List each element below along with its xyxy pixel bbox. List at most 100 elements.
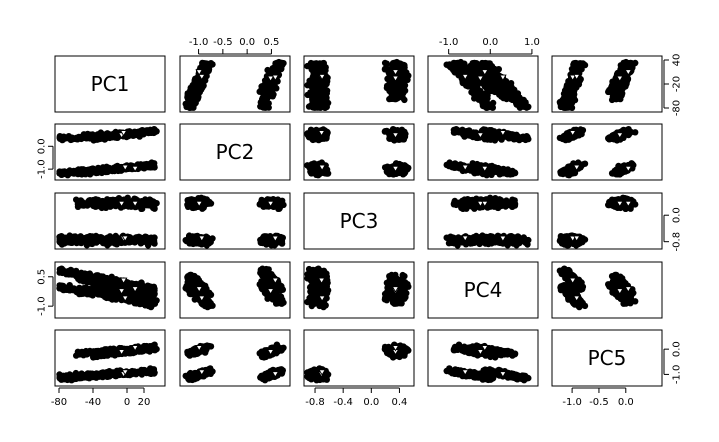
point-r2-c5 xyxy=(632,129,639,136)
point-r2-c1 xyxy=(145,162,152,170)
panel-frame-r2-c5 xyxy=(551,123,663,181)
point-r2-c1 xyxy=(56,133,64,140)
point-r1-c4 xyxy=(445,62,453,69)
marker-r1-c5 xyxy=(572,73,581,81)
point-r1-c3 xyxy=(381,59,389,67)
point-r1-c4 xyxy=(462,78,470,85)
point-r1-c3 xyxy=(316,61,323,69)
marker-r2-c3 xyxy=(391,165,400,173)
marker-r2-c1 xyxy=(131,165,139,173)
marker-r1-c3 xyxy=(391,75,400,82)
point-r1-c3 xyxy=(309,91,316,98)
panel-frame-r1-c3 xyxy=(303,55,415,113)
point-r2-c1 xyxy=(78,167,85,174)
point-r1-c3 xyxy=(321,104,329,112)
marker-r2-c3 xyxy=(318,164,326,172)
point-r2-c4 xyxy=(495,131,502,138)
point-r1-c3 xyxy=(308,62,315,69)
point-r1-c3 xyxy=(314,90,321,97)
point-r2-c1 xyxy=(150,127,157,134)
panel-points-r2-c3 xyxy=(304,126,412,179)
panel-points-r1-c5 xyxy=(556,58,639,112)
point-r1-c3 xyxy=(396,87,403,95)
point-r1-c2 xyxy=(261,94,269,102)
point-r1-c4 xyxy=(471,61,478,68)
point-r2-c4 xyxy=(487,128,495,135)
point-r1-c5 xyxy=(564,89,571,97)
point-r1-c3 xyxy=(321,89,328,97)
point-r1-c5 xyxy=(571,68,578,75)
marker-r1-c2 xyxy=(271,74,280,82)
point-r2-c5 xyxy=(607,134,614,142)
point-r1-c3 xyxy=(310,100,317,107)
point-r2-c4 xyxy=(489,169,496,176)
point-r2-c3 xyxy=(396,167,403,174)
point-r1-c2 xyxy=(195,78,203,85)
point-r1-c3 xyxy=(392,60,399,67)
point-r2-c4 xyxy=(470,131,477,138)
point-r1-c3 xyxy=(398,61,405,68)
marker-r1-c4 xyxy=(481,69,489,76)
point-r1-c4 xyxy=(523,104,530,111)
point-r2-c1 xyxy=(83,131,91,138)
marker-r2-c3 xyxy=(317,130,326,137)
point-r1-c2 xyxy=(276,60,284,67)
point-r1-c3 xyxy=(314,68,322,75)
marker-r1-c4 xyxy=(499,74,507,82)
point-r1-c3 xyxy=(306,77,313,85)
point-r2-c1 xyxy=(138,128,146,135)
point-r2-c5 xyxy=(579,127,586,134)
panel-points-r2-c4 xyxy=(443,126,532,179)
point-r1-c4 xyxy=(456,68,463,75)
point-r2-c4 xyxy=(498,167,505,174)
point-r1-c2 xyxy=(262,86,270,94)
marker-r1-c5 xyxy=(616,75,624,82)
marker-r1-c2 xyxy=(195,69,203,76)
point-r1-c2 xyxy=(192,89,199,97)
marker-r2-c1 xyxy=(119,130,128,137)
diag-label-pc2: PC2 xyxy=(216,140,255,164)
point-r1-c4 xyxy=(511,86,518,94)
point-r1-c3 xyxy=(322,64,329,71)
marker-r1-c4 xyxy=(461,73,469,81)
panel-frame-r1-c5 xyxy=(551,55,663,113)
point-r2-c1 xyxy=(56,169,64,176)
panel-frame-r2-c1 xyxy=(54,123,166,181)
point-r1-c4 xyxy=(500,94,507,102)
point-r2-c1 xyxy=(96,166,103,174)
point-r2-c4 xyxy=(455,129,463,136)
point-r1-c3 xyxy=(384,65,391,73)
point-r2-c4 xyxy=(513,131,520,138)
panel-points-r1-c4 xyxy=(443,58,532,112)
point-r2-c3 xyxy=(398,161,405,169)
point-r1-c2 xyxy=(267,81,275,89)
point-r2-c4 xyxy=(464,131,471,139)
point-r1-c2 xyxy=(265,104,272,111)
panel-points-r1-c2 xyxy=(182,58,287,112)
marker-r2-c4 xyxy=(499,130,507,137)
panel-points-r1-c3 xyxy=(304,58,412,112)
marker-r1-c4 xyxy=(476,75,485,82)
point-r2-c1 xyxy=(65,168,72,176)
point-r2-c3 xyxy=(395,134,403,142)
point-r2-c1 xyxy=(87,167,95,174)
marker-r1-c2 xyxy=(198,73,206,81)
point-r2-c1 xyxy=(94,134,101,141)
point-r2-c1 xyxy=(77,134,84,141)
point-r1-c3 xyxy=(398,74,406,81)
point-r2-c4 xyxy=(456,165,463,172)
point-r1-c3 xyxy=(313,78,320,85)
point-r2-c3 xyxy=(313,165,320,173)
point-r2-c5 xyxy=(565,131,572,138)
point-r1-c5 xyxy=(625,61,632,68)
point-r1-c2 xyxy=(198,86,205,93)
point-r2-c4 xyxy=(475,167,482,174)
point-r1-c2 xyxy=(268,91,275,99)
point-r1-c4 xyxy=(477,69,484,77)
marker-r2-c4 xyxy=(461,164,469,172)
point-r2-c3 xyxy=(308,162,315,170)
point-r1-c5 xyxy=(576,62,583,69)
point-r2-c1 xyxy=(126,132,133,139)
marker-r2-c1 xyxy=(121,164,129,172)
